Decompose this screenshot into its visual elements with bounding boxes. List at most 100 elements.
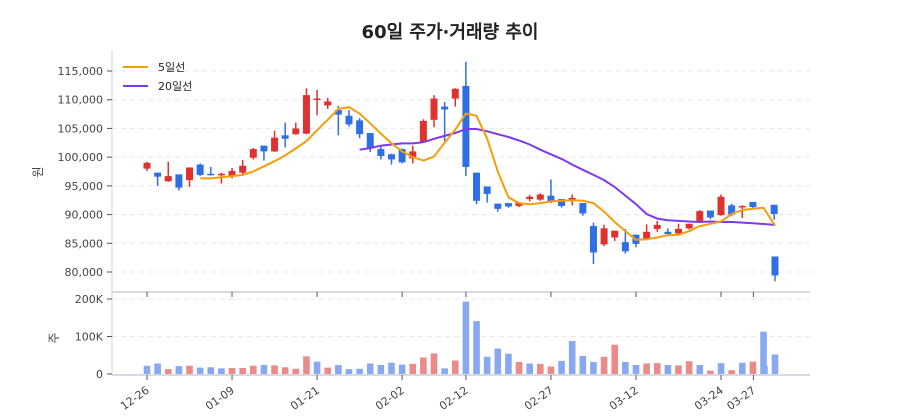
volume-bar: [154, 363, 161, 374]
volume-y-label: 주: [47, 332, 61, 343]
candle-body: [568, 197, 576, 200]
x-tick-label: 03-12: [607, 384, 641, 413]
volume-bar: [164, 369, 172, 374]
volume-bar: [526, 363, 533, 374]
candle-body: [483, 186, 491, 194]
volume-bar: [271, 365, 278, 374]
price-tick-label: 105,000: [58, 122, 104, 135]
price-tick-label: 100,000: [58, 151, 104, 164]
volume-bar: [547, 366, 555, 374]
volume-bar: [366, 363, 374, 374]
candle-body: [164, 176, 172, 182]
volume-tick-label: 0: [96, 368, 103, 381]
ma5-line: [200, 106, 776, 241]
candle-body: [643, 231, 651, 239]
candle-body: [260, 145, 268, 152]
volume-bar: [749, 361, 757, 374]
candle-body: [771, 256, 779, 276]
volume-bar: [515, 362, 523, 374]
candle-body: [143, 162, 151, 169]
volume-bar: [473, 321, 480, 374]
volume-bar: [335, 365, 342, 374]
volume-bar: [345, 369, 353, 374]
candle-body: [558, 199, 566, 206]
volume-bar: [186, 365, 193, 374]
x-tick-label: 01-09: [203, 384, 237, 413]
price-y-ticks: 80,000 85,000 90,000 95,000 100,000 105,000 11…: [58, 65, 112, 279]
volume-bar: [377, 365, 385, 374]
candle-body: [664, 231, 672, 235]
candle-body: [685, 223, 693, 229]
volume-bars: [143, 301, 779, 374]
volume-bar: [356, 368, 363, 374]
volume-bar: [664, 365, 672, 374]
volume-tick-label: 200K: [75, 293, 104, 306]
volume-bar: [760, 331, 767, 374]
volume-bar: [505, 353, 512, 374]
candle-body: [292, 128, 300, 135]
volume-bar: [717, 363, 725, 374]
candle-body: [526, 196, 534, 200]
x-axis-ticks: 12-26 01-09 01-21 02-02 02-12 02-27 03-12 03-24…: [118, 292, 758, 413]
candle-body: [494, 203, 502, 209]
volume-bar: [462, 301, 470, 374]
volume-bar: [590, 362, 597, 374]
volume-bar: [537, 363, 544, 374]
volume-bar: [441, 368, 448, 374]
volume-bar: [761, 365, 768, 374]
volume-bar: [250, 365, 257, 374]
volume-gridlines: [112, 298, 810, 337]
volume-bar: [738, 362, 746, 374]
x-tick-label: 01-21: [288, 384, 322, 413]
candle-body: [356, 120, 364, 135]
volume-bar: [228, 368, 236, 374]
candle-body: [675, 228, 682, 234]
candle-body: [621, 242, 629, 252]
candle-body: [600, 228, 608, 245]
volume-bar: [728, 370, 735, 374]
volume-bar: [483, 356, 491, 374]
volume-bar: [622, 362, 629, 374]
price-tick-label: 115,000: [58, 65, 104, 78]
candlestick-series: [143, 61, 779, 282]
legend-ma20-label: 20일선: [158, 79, 192, 93]
candle-body: [217, 173, 225, 176]
volume-bar: [494, 348, 502, 374]
price-tick-label: 80,000: [65, 266, 104, 279]
candle-body: [749, 201, 757, 208]
candle-body: [770, 204, 778, 214]
x-tick-label: 03-24: [692, 384, 726, 413]
volume-bar: [707, 370, 714, 374]
volume-bar: [420, 357, 427, 374]
volume-bar: [175, 366, 183, 374]
volume-bar: [281, 367, 289, 374]
candle-body: [366, 133, 374, 149]
volume-bar: [239, 368, 246, 374]
candle-body: [462, 85, 470, 167]
candle-body: [154, 172, 162, 177]
volume-bar: [143, 365, 151, 374]
volume-bar: [579, 356, 587, 374]
candle-body: [271, 137, 279, 152]
candle-body: [430, 98, 438, 120]
price-y-label: 원: [31, 166, 45, 177]
ma20-line: [359, 128, 776, 226]
volume-bar: [196, 367, 204, 374]
volume-bar: [409, 363, 417, 374]
volume-bar: [643, 363, 650, 374]
x-tick-label: 12-26: [118, 384, 152, 413]
candle-body: [175, 174, 183, 188]
candle-body: [515, 202, 523, 206]
candle-body: [281, 135, 289, 139]
x-tick-label: 02-02: [373, 384, 407, 413]
price-gridlines: [112, 70, 810, 273]
candle-body: [738, 205, 746, 208]
candle-body: [473, 172, 481, 201]
volume-bar: [430, 353, 438, 374]
volume-bar: [611, 344, 619, 374]
volume-bar: [696, 365, 704, 374]
candle-body: [249, 149, 257, 158]
volume-bar: [685, 361, 693, 374]
